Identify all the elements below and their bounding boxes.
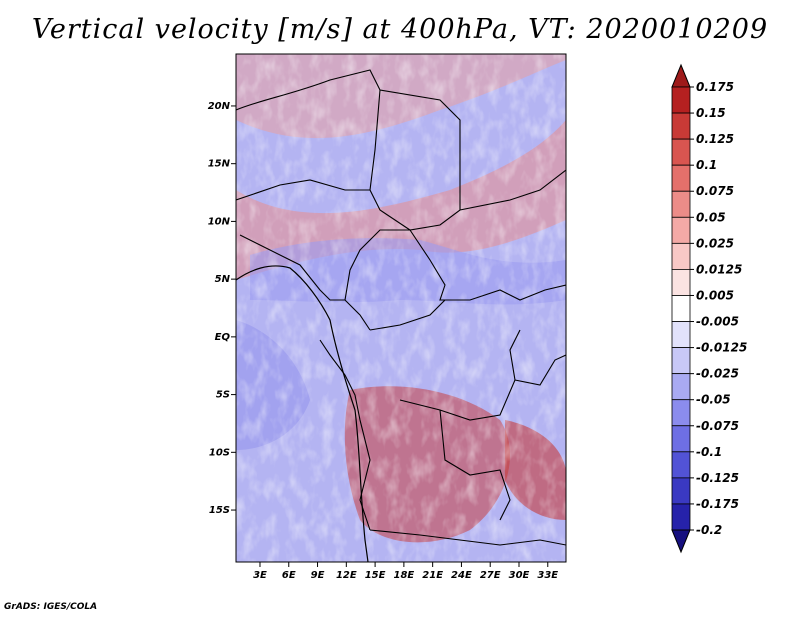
colorbar-label: -0.1	[696, 445, 722, 459]
colorbar-upper-arrow	[671, 63, 691, 88]
lat-tick-label: 5N	[215, 274, 231, 285]
colorbar-segment	[671, 321, 691, 348]
colorbar-segment	[671, 347, 691, 375]
colorbar-label: -0.05	[696, 393, 731, 407]
lat-tick-label: EQ	[215, 332, 231, 343]
colorbar-segment	[671, 86, 691, 114]
lon-tick-label: 18E	[394, 570, 415, 581]
lon-tick-label: 30E	[509, 570, 530, 581]
colorbar-segment	[671, 138, 691, 166]
colorbar-label: 0.1	[696, 158, 717, 172]
coastline	[236, 265, 369, 562]
lon-tick-label: 27E	[480, 570, 501, 581]
lon-tick-label: 15E	[365, 570, 386, 581]
colorbar-label: 0.0125	[696, 262, 742, 276]
lat-tick-label: 10N	[208, 216, 231, 227]
colorbar-label: -0.2	[696, 523, 722, 537]
speckle-texture	[236, 54, 566, 562]
longitude-axis: 3E 6E 9E 12E 15E 18E 21E 24E 27E 30E 33E	[253, 562, 558, 581]
colorbar-segment	[671, 503, 691, 531]
colorbar-label: 0.175	[696, 80, 734, 94]
colorbar-label: -0.025	[696, 367, 739, 381]
colorbar: 0.175 0.15 0.125 0.1 0.075 0.05 0.025 0.0125 0.0…	[671, 63, 747, 554]
colorbar-segment	[671, 399, 691, 427]
lat-tick-label: 15N	[208, 159, 231, 170]
lat-tick-label: 15S	[209, 505, 230, 516]
colorbar-label: -0.005	[696, 315, 739, 329]
lat-tick-label: 10S	[209, 447, 230, 458]
map-title: Vertical velocity [m/s] at 400hPa, VT: 2…	[31, 14, 769, 45]
colorbar-segment	[671, 216, 691, 244]
lon-tick-label: 12E	[336, 570, 357, 581]
colorbar-segment	[671, 451, 691, 479]
map-frame	[235, 53, 567, 563]
colorbar-label: 0.15	[696, 106, 726, 120]
colorbar-label: 0.005	[696, 288, 734, 302]
footer-credit: GrADS: IGES/COLA	[4, 602, 98, 612]
colorbar-segment	[671, 190, 691, 218]
lat-tick-label: 5S	[216, 390, 230, 401]
colorbar-label: -0.075	[696, 419, 739, 433]
colorbar-segment	[671, 425, 691, 453]
colorbar-label: 0.075	[696, 184, 734, 198]
colorbar-label: -0.0125	[696, 341, 747, 355]
lon-tick-label: 9E	[311, 570, 325, 581]
colorbar-segment	[671, 477, 691, 505]
lon-tick-label: 21E	[422, 570, 443, 581]
lon-tick-label: 33E	[537, 570, 558, 581]
colorbar-label: 0.05	[696, 210, 726, 224]
lon-tick-label: 24E	[451, 570, 472, 581]
lon-tick-label: 6E	[282, 570, 296, 581]
colorbar-segment	[671, 242, 691, 270]
colorbar-label: 0.125	[696, 132, 734, 146]
latitude-axis: 20N 15N 10N 5N EQ 5S 10S 15S	[208, 101, 236, 516]
colorbar-segment	[671, 112, 691, 140]
lat-tick-label: 20N	[208, 101, 231, 112]
colorbar-lower-arrow	[671, 529, 691, 554]
lon-tick-label: 3E	[253, 570, 267, 581]
colorbar-segment	[671, 295, 691, 322]
colorbar-label: -0.125	[696, 471, 739, 485]
colorbar-segment	[671, 164, 691, 192]
colorbar-label: -0.175	[696, 497, 739, 511]
colorbar-segment	[671, 373, 691, 401]
velocity-field	[236, 54, 566, 562]
colorbar-label: 0.025	[696, 236, 734, 250]
colorbar-segment	[671, 269, 691, 296]
